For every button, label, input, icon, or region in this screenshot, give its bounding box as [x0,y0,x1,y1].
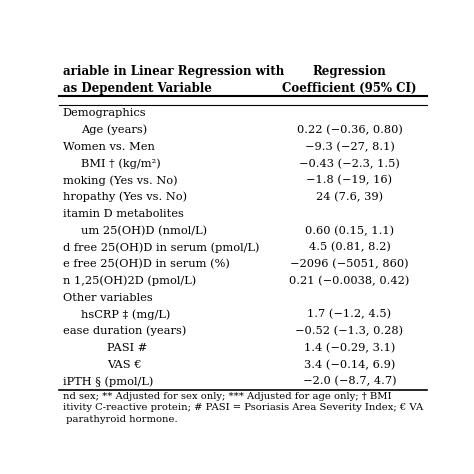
Text: −2096 (−5051, 860): −2096 (−5051, 860) [290,259,409,269]
Text: Demographics: Demographics [63,109,146,118]
Text: iPTH § (pmol/L): iPTH § (pmol/L) [63,376,153,387]
Text: ease duration (years): ease duration (years) [63,326,186,337]
Text: Women vs. Men: Women vs. Men [63,142,155,152]
Text: 1.7 (−1.2, 4.5): 1.7 (−1.2, 4.5) [308,309,392,319]
Text: Age (years): Age (years) [82,125,147,136]
Text: 3.4 (−0.14, 6.9): 3.4 (−0.14, 6.9) [304,359,395,370]
Text: PASI #: PASI # [107,343,147,353]
Text: moking (Yes vs. No): moking (Yes vs. No) [63,175,178,186]
Text: BMI † (kg/m²): BMI † (kg/m²) [82,158,161,169]
Text: −0.52 (−1.3, 0.28): −0.52 (−1.3, 0.28) [295,326,403,336]
Text: VAS €: VAS € [107,360,142,370]
Text: −2.0 (−8.7, 4.7): −2.0 (−8.7, 4.7) [302,376,396,386]
Text: e free 25(OH)D in serum (%): e free 25(OH)D in serum (%) [63,259,230,269]
Text: n 1,25(OH)2D (pmol/L): n 1,25(OH)2D (pmol/L) [63,275,196,286]
Text: 24 (7.6, 39): 24 (7.6, 39) [316,192,383,202]
Text: 1.4 (−0.29, 3.1): 1.4 (−0.29, 3.1) [304,343,395,353]
Text: 0.22 (−0.36, 0.80): 0.22 (−0.36, 0.80) [297,125,402,136]
Text: Regression
Coefficient (95% CI): Regression Coefficient (95% CI) [282,65,417,95]
Text: um 25(OH)D (nmol/L): um 25(OH)D (nmol/L) [82,226,208,236]
Text: hsCRP ‡ (mg/L): hsCRP ‡ (mg/L) [82,309,171,319]
Text: itamin D metabolites: itamin D metabolites [63,209,184,219]
Text: −0.43 (−2.3, 1.5): −0.43 (−2.3, 1.5) [299,158,400,169]
Text: 0.21 (−0.0038, 0.42): 0.21 (−0.0038, 0.42) [289,276,410,286]
Text: ariable in Linear Regression with
as Dependent Variable: ariable in Linear Regression with as Dep… [63,65,284,95]
Text: hropathy (Yes vs. No): hropathy (Yes vs. No) [63,192,187,202]
Text: Other variables: Other variables [63,292,153,302]
Text: nd sex; ** Adjusted for sex only; *** Adjusted for age only; † BMI
itivity C-rea: nd sex; ** Adjusted for sex only; *** Ad… [63,392,423,424]
Text: d free 25(OH)D in serum (pmol/L): d free 25(OH)D in serum (pmol/L) [63,242,259,253]
Text: −1.8 (−19, 16): −1.8 (−19, 16) [306,175,392,186]
Text: −9.3 (−27, 8.1): −9.3 (−27, 8.1) [304,142,394,152]
Text: 4.5 (0.81, 8.2): 4.5 (0.81, 8.2) [309,242,391,253]
Text: 0.60 (0.15, 1.1): 0.60 (0.15, 1.1) [305,226,394,236]
